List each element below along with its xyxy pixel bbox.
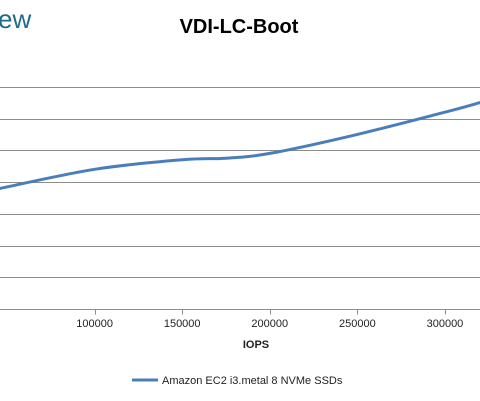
legend: Amazon EC2 i3.metal 8 NVMe SSDs	[132, 375, 343, 387]
series-layer	[0, 101, 480, 190]
brand-logo-text: ew	[0, 4, 31, 34]
legend-label: Amazon EC2 i3.metal 8 NVMe SSDs	[162, 375, 343, 387]
x-tick-label-4: 300000	[427, 318, 464, 330]
series-line-0	[0, 101, 480, 190]
x-tick-label-0: 100000	[76, 318, 113, 330]
x-tick-label-1: 150000	[164, 318, 201, 330]
x-axis-label: IOPS	[243, 339, 269, 351]
x-tick-label-2: 200000	[251, 318, 288, 330]
gridlines	[0, 87, 480, 278]
x-tick-label-3: 250000	[339, 318, 376, 330]
x-tick-labels: 100000 150000 200000 250000 300000	[76, 318, 463, 330]
x-axis	[0, 309, 480, 315]
chart-title: VDI-LC-Boot	[180, 16, 299, 38]
